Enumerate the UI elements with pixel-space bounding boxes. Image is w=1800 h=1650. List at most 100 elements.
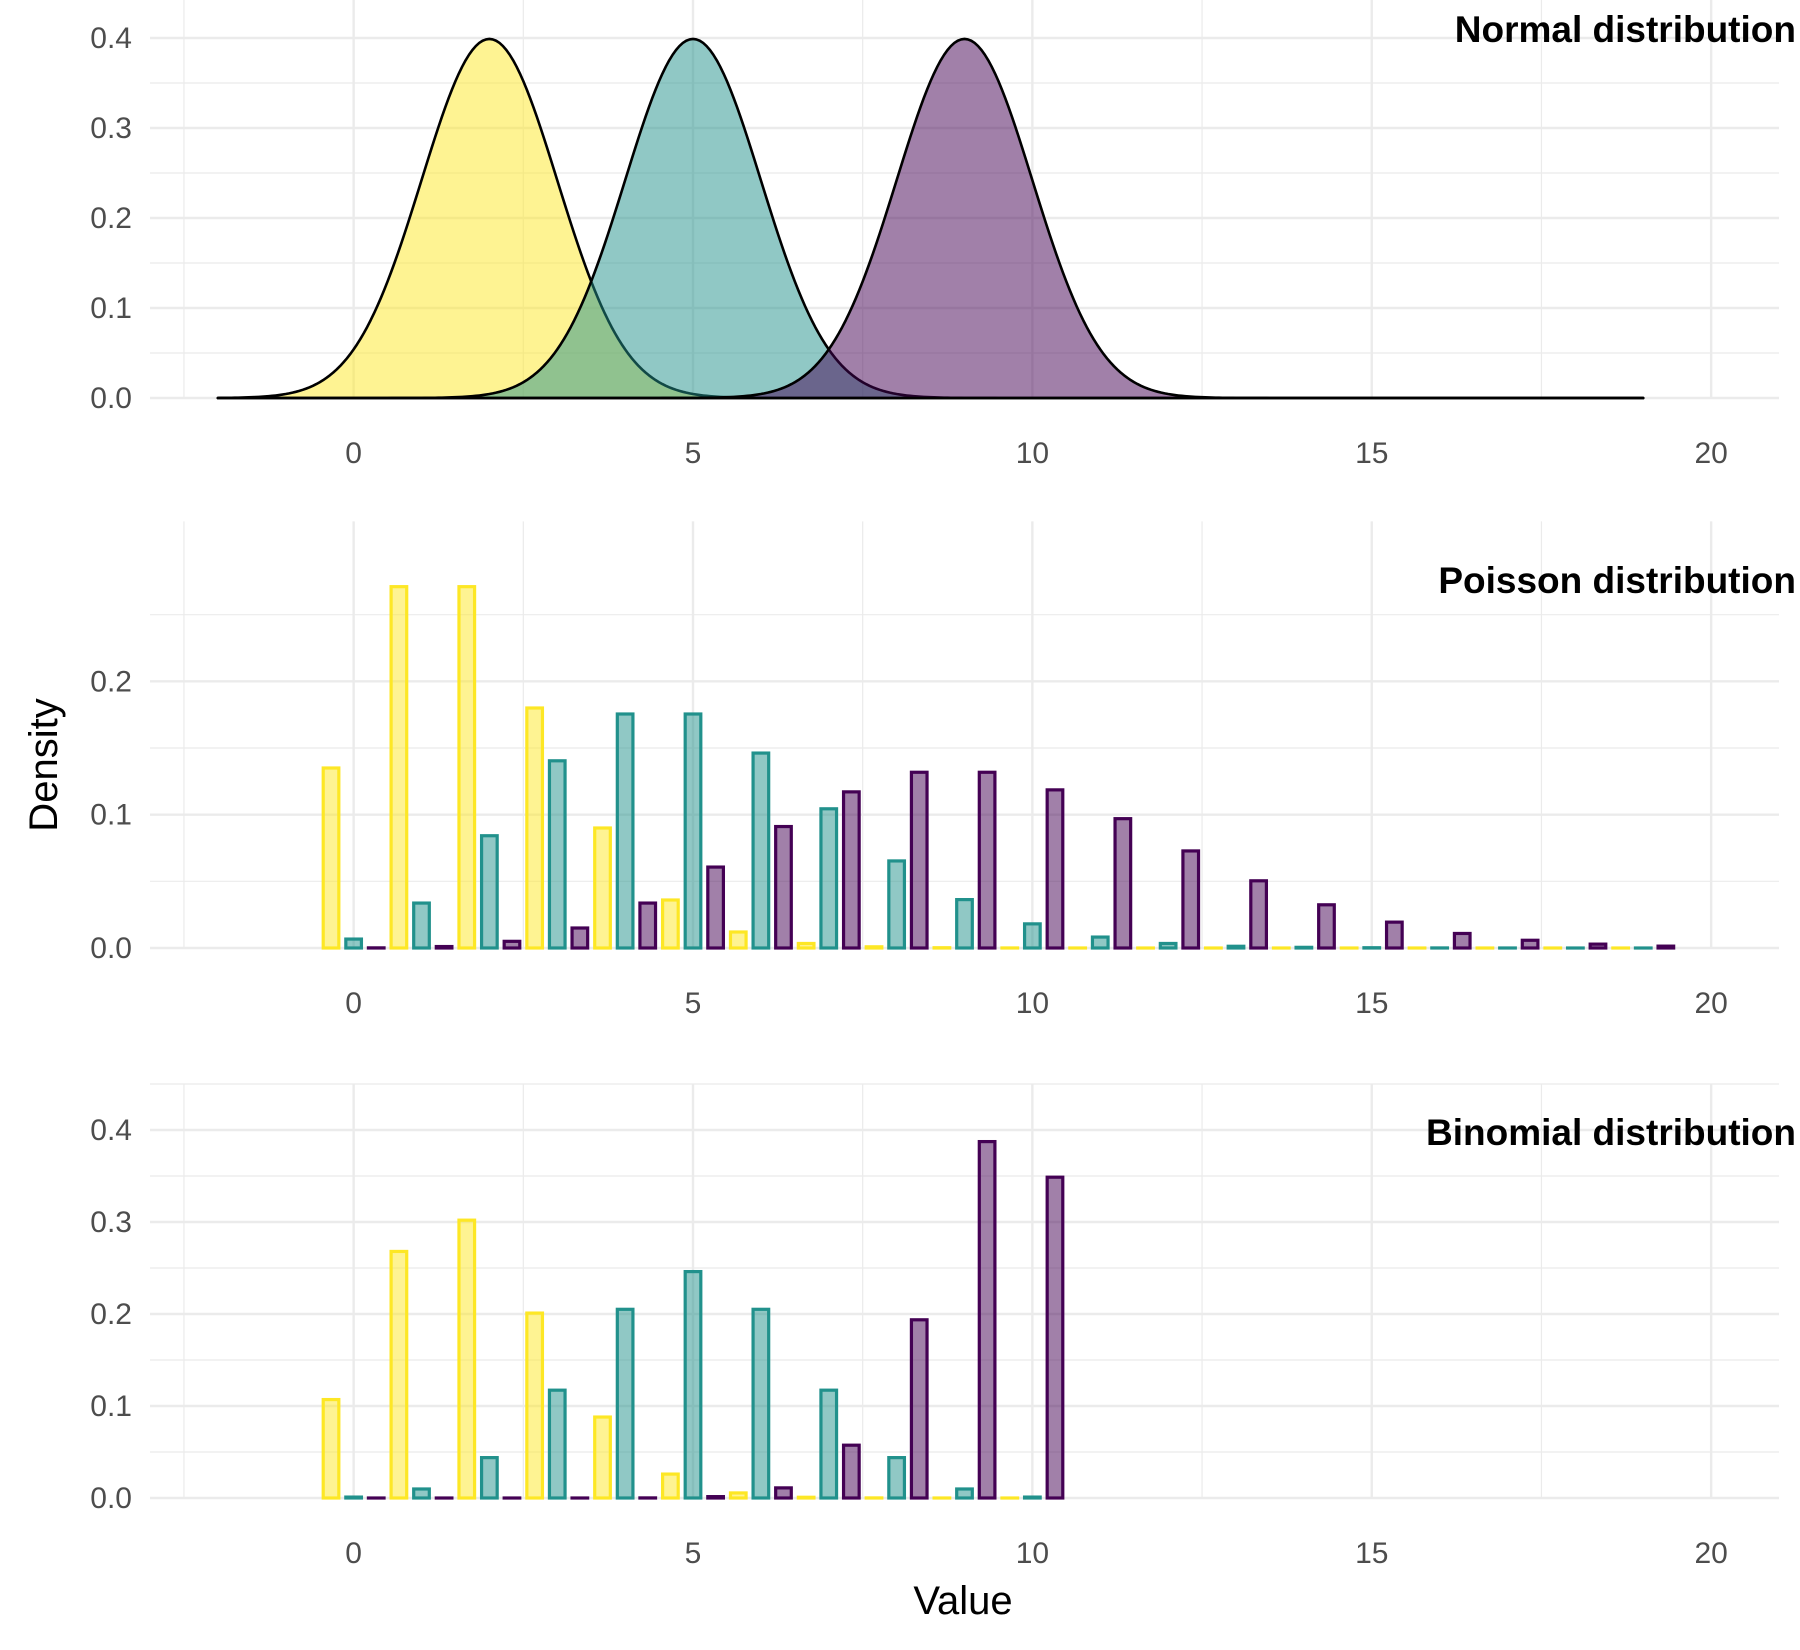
bar-series-2: [887, 859, 907, 950]
y-tick-label: 0.3: [90, 112, 132, 145]
bar-series-1: [660, 1472, 680, 1500]
panel-title: Poisson distribution: [1438, 560, 1796, 601]
density-curve-3: [216, 37, 1645, 400]
bar-series-3: [570, 926, 590, 950]
bar-series-2: [955, 1487, 974, 1500]
bar-series-3: [774, 824, 793, 950]
y-tick-label: 0.4: [90, 22, 132, 55]
x-tick-label: 5: [685, 1537, 702, 1570]
bar-series-1: [525, 706, 545, 950]
bar-series-3: [1181, 849, 1201, 950]
panel-title: Normal distribution: [1455, 9, 1796, 50]
bar-series-2: [1090, 935, 1110, 950]
panel-binomial: 0 5 10 15 20 0.0 0.1 0.2 0.3 0.4 Binomial distribu…: [90, 1083, 1796, 1570]
bar-series-3: [434, 944, 454, 950]
bar-series-3: [841, 790, 861, 950]
x-tick-label: 5: [685, 987, 702, 1020]
x-tick-label: 10: [1016, 437, 1049, 470]
bar-series-2: [887, 1456, 907, 1500]
bar-series-2: [1022, 1495, 1042, 1500]
bar-series-2: [615, 712, 635, 950]
bar-series-2: [412, 901, 431, 950]
bar-series-1: [321, 1397, 341, 1500]
bar-series-2: [819, 1388, 839, 1500]
bar-series-3: [638, 901, 658, 950]
y-tick-label: 0.1: [90, 292, 132, 325]
bar-series-2: [412, 1487, 431, 1500]
y-tick-label: 0.3: [90, 1206, 132, 1239]
x-tick-label: 20: [1694, 987, 1727, 1020]
y-axis-title: Density: [22, 698, 66, 831]
bar-series-2: [1294, 945, 1314, 950]
bar-series-3: [1045, 788, 1065, 950]
bar-series-3: [841, 1443, 861, 1500]
bar-series-2: [344, 937, 364, 950]
bar-series-2: [1158, 941, 1178, 950]
y-tick-label: 0.2: [90, 1298, 132, 1331]
bar-series-2: [344, 1495, 364, 1500]
y-tick-label: 0.0: [90, 1482, 132, 1515]
y-tick-label: 0.1: [90, 799, 132, 832]
bar-series-1: [389, 585, 409, 950]
bar-series-3: [1045, 1175, 1065, 1500]
bar-series-3: [706, 865, 726, 950]
bar-series-3: [909, 1318, 929, 1500]
bar-series-3: [909, 770, 929, 950]
x-tick-label: 10: [1016, 1537, 1049, 1570]
bar-series-1: [389, 1249, 409, 1500]
bar-series-3: [1249, 879, 1269, 950]
bar-series-3: [977, 770, 997, 950]
bar-series-1: [525, 1311, 545, 1500]
bar-series-1: [728, 1491, 748, 1500]
bar-series-1: [593, 826, 612, 950]
bar-series-3: [1452, 931, 1472, 950]
bar-series-3: [706, 1495, 726, 1500]
bar-series-2: [819, 807, 839, 950]
bar-series-3: [774, 1486, 793, 1500]
bar-series-2: [1226, 944, 1246, 950]
x-tick-label: 15: [1355, 437, 1388, 470]
bar-series-2: [751, 751, 771, 950]
y-tick-label: 0.0: [90, 382, 132, 415]
x-tick-label: 0: [345, 987, 362, 1020]
bar-series-3: [1520, 938, 1540, 950]
y-tick-label: 0.4: [90, 1114, 132, 1147]
bar-series-1: [457, 1218, 477, 1500]
bar-series-1: [728, 930, 748, 950]
bar-series-1: [660, 898, 680, 950]
x-tick-label: 10: [1016, 987, 1049, 1020]
bar-series-2: [479, 1456, 499, 1500]
panel-poisson: 0 5 10 15 20 0.0 0.1 0.2 Poisson distribution: [90, 521, 1796, 1020]
bar-series-3: [1588, 942, 1608, 950]
bar-series-3: [1656, 944, 1676, 950]
y-tick-label: 0.0: [90, 932, 132, 965]
bar-series-1: [796, 1495, 816, 1500]
bar-series-1: [593, 1415, 612, 1500]
bar-series-2: [683, 1269, 703, 1500]
bar-series-2: [615, 1307, 635, 1500]
y-tick-label: 0.2: [90, 202, 132, 235]
x-tick-label: 20: [1694, 1537, 1727, 1570]
panel-normal: 0 5 10 15 20 0.0 0.1 0.2 0.3 0.4 Normal distributi…: [90, 0, 1796, 470]
bar-series-2: [547, 1388, 567, 1500]
x-tick-label: 5: [685, 437, 702, 470]
bar-series-2: [955, 897, 974, 950]
bar-series-1: [321, 766, 341, 950]
x-axis-title: Value: [913, 1579, 1012, 1623]
bar-series-1: [457, 585, 477, 950]
x-tick-label: 0: [345, 437, 362, 470]
x-tick-label: 15: [1355, 987, 1388, 1020]
y-tick-label: 0.2: [90, 665, 132, 698]
bar-series-3: [502, 939, 522, 950]
x-tick-label: 20: [1694, 437, 1727, 470]
x-tick-label: 15: [1355, 1537, 1388, 1570]
bar-series-2: [683, 712, 703, 950]
bar-series-3: [977, 1139, 997, 1500]
bar-series-2: [1022, 922, 1042, 950]
y-tick-label: 0.1: [90, 1390, 132, 1423]
panel-title: Binomial distribution: [1426, 1112, 1796, 1153]
bar-series-2: [479, 834, 499, 950]
bar-series-2: [547, 759, 567, 950]
bar-series-2: [751, 1307, 771, 1500]
